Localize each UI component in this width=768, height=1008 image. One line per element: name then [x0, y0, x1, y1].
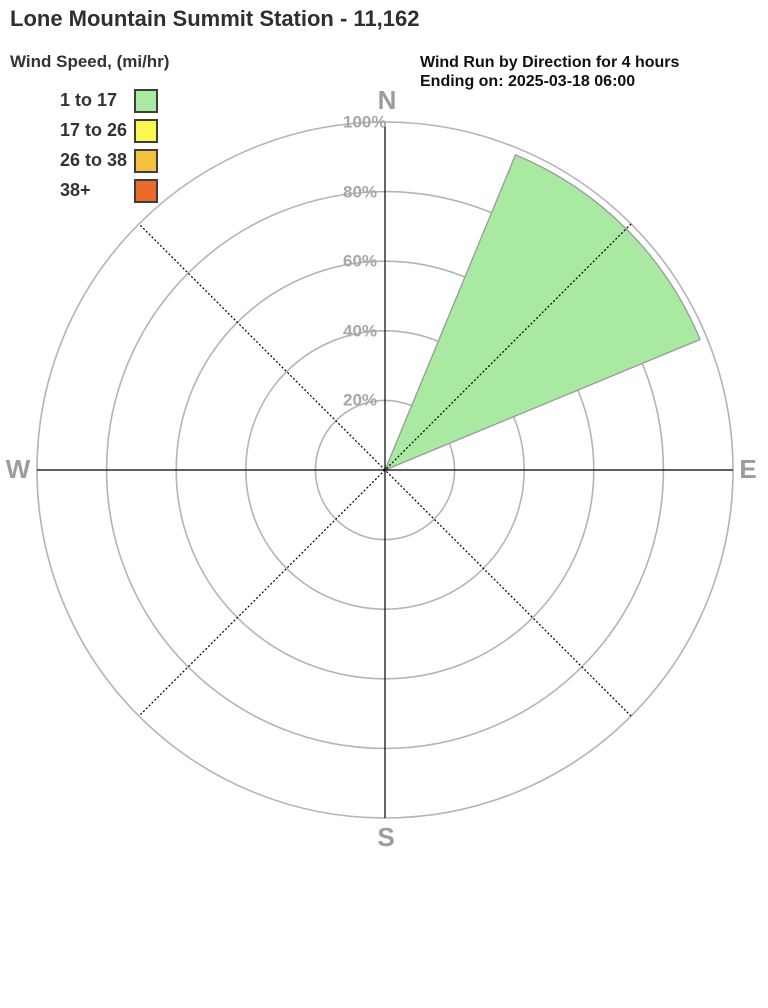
legend-swatch-orange — [134, 179, 158, 203]
compass-label-south: S — [377, 822, 395, 852]
radial-tick-label-80: 80% — [343, 182, 378, 202]
legend-swatch-yellow — [134, 119, 158, 143]
legend-item-label: 1 to 17 — [60, 90, 118, 110]
legend-item: 17 to 26 — [0, 119, 170, 143]
radial-tick-label-20: 20% — [343, 390, 378, 410]
radial-tick-label-100: 100% — [343, 112, 387, 132]
legend-item-label: 17 to 26 — [60, 120, 128, 140]
legend-swatch-amber — [134, 149, 158, 173]
chart-subtitle-line1: Wind Run by Direction for 4 hours — [420, 54, 680, 71]
radial-tick-label-60: 60% — [343, 251, 378, 271]
chart-subtitle: Wind Run by Direction for 4 hours Ending… — [420, 53, 679, 91]
page-title: Lone Mountain Summit Station - 11,162 — [10, 6, 420, 31]
legend-swatch-green — [134, 89, 158, 113]
axis-se-nw — [138, 223, 632, 717]
legend-item: 1 to 17 — [0, 89, 170, 113]
chart-subtitle-line2: Ending on: 2025-03-18 06:00 — [420, 73, 636, 90]
legend-item-label: 38+ — [60, 180, 91, 200]
legend-item: 38+ — [0, 179, 170, 203]
compass-label-west: W — [5, 454, 31, 484]
compass-label-east: E — [739, 454, 757, 484]
legend-item-label: 26 to 38 — [60, 150, 128, 170]
polar-grid-spokes — [37, 122, 733, 818]
legend-title: Wind Speed, (mi/hr) — [10, 52, 170, 71]
legend-item: 26 to 38 — [0, 149, 170, 173]
compass-label-north: N — [377, 85, 397, 115]
radial-tick-label-40: 40% — [343, 321, 378, 341]
